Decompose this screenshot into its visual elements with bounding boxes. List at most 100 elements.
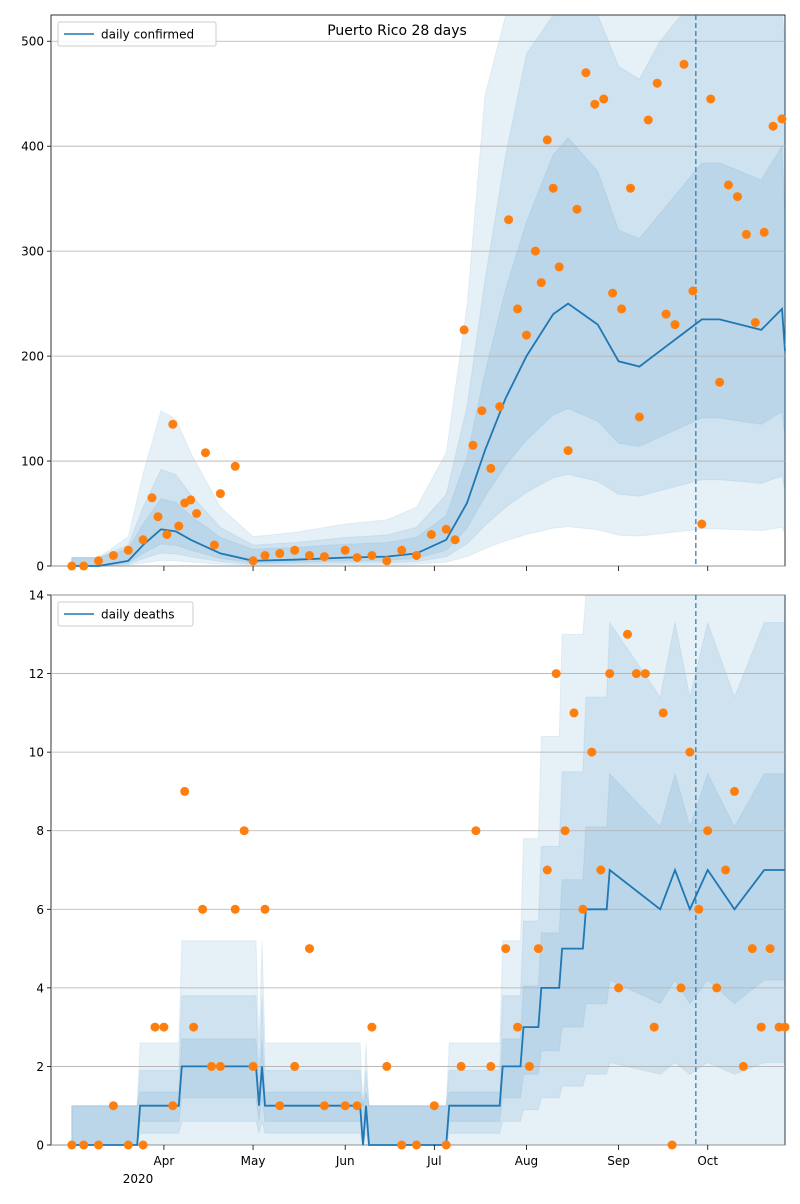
observed-point: [747, 944, 757, 954]
observed-point: [441, 1140, 451, 1150]
legend-label-deaths: daily deaths: [101, 608, 174, 622]
deaths-plot-area: [50, 594, 786, 1146]
observed-point: [617, 304, 627, 314]
observed-point: [260, 551, 270, 560]
observed-point: [554, 262, 564, 272]
observed-point: [456, 1061, 466, 1071]
deaths-y-axis: 0 2 4 6 8 10 12 14: [29, 589, 51, 1153]
series-line: [71, 302, 786, 567]
observed-point: [412, 551, 421, 560]
observed-point: [513, 1022, 523, 1032]
observed-point: [756, 1022, 766, 1032]
observed-point: [168, 1101, 178, 1111]
observed-point: [640, 669, 650, 679]
observed-point: [670, 320, 680, 330]
observed-point: [658, 708, 668, 718]
confirmed-legend: daily confirmed: [57, 21, 217, 47]
observed-point: [138, 1140, 148, 1150]
observed-point: [168, 419, 178, 429]
observed-point: [305, 944, 314, 954]
y-tick-label: 4: [36, 981, 44, 995]
y-tick-label: 0: [36, 560, 44, 574]
observed-point: [738, 1061, 748, 1071]
observed-point: [733, 192, 742, 202]
legend-label-confirmed: daily confirmed: [101, 28, 194, 42]
observed-point: [712, 983, 722, 993]
x-year-label: 2020: [123, 1172, 154, 1186]
deaths-x-axis: Apr May Jun Jul Aug Sep Oct: [154, 1145, 718, 1168]
observed-point: [153, 512, 163, 522]
confirmed-uncertainty-bands: [71, 14, 786, 567]
observed-point: [123, 545, 133, 555]
observed-point: [477, 406, 487, 416]
y-tick-label: 2: [36, 1060, 44, 1074]
observed-point: [649, 1022, 659, 1032]
observed-point: [429, 1101, 439, 1111]
observed-point: [207, 1061, 216, 1071]
observed-point: [643, 115, 653, 125]
observed-point: [765, 944, 775, 954]
observed-point: [426, 530, 436, 539]
y-tick-label: 0: [36, 1139, 44, 1153]
observed-point: [777, 114, 787, 124]
observed-point: [260, 904, 270, 914]
uncertainty-band: [71, 14, 786, 567]
confirmed-gridlines: [51, 40, 785, 567]
observed-point: [542, 865, 552, 875]
observed-point: [513, 304, 523, 314]
x-tick-label: Oct: [697, 1154, 718, 1168]
observed-point: [667, 1140, 677, 1150]
deaths-panel: 0 2 4 6 8 10 12 14 Apr May Jun Jul Aug Sep Oct daily …: [29, 589, 790, 1186]
y-tick-label: 12: [29, 667, 44, 681]
observed-point: [162, 530, 172, 539]
confirmed-plot-area: [50, 14, 786, 567]
uncertainty-band: [71, 620, 786, 1146]
observed-point: [563, 446, 573, 456]
observed-point: [548, 183, 558, 193]
observed-point: [768, 121, 778, 131]
observed-point: [596, 865, 606, 875]
observed-point: [209, 540, 219, 550]
observed-point: [715, 377, 725, 387]
uncertainty-band: [71, 771, 786, 1146]
y-tick-label: 300: [21, 245, 44, 259]
y-tick-label: 10: [29, 746, 44, 760]
observed-point: [67, 561, 77, 571]
observed-point: [123, 1140, 133, 1150]
observed-point: [275, 548, 285, 558]
observed-point: [605, 669, 615, 679]
x-tick-label: Sep: [607, 1154, 630, 1168]
observed-point: [397, 545, 407, 555]
y-tick-label: 14: [29, 589, 44, 603]
observed-point: [79, 1140, 89, 1150]
observed-point: [471, 826, 481, 836]
observed-point: [688, 286, 698, 296]
observed-point: [382, 556, 392, 566]
observed-point: [614, 983, 624, 993]
observed-point: [397, 1140, 407, 1150]
x-tick-label: May: [241, 1154, 266, 1168]
observed-point: [192, 509, 202, 518]
deaths-uncertainty-bands: [71, 594, 786, 1146]
observed-point: [215, 1061, 225, 1071]
observed-point: [536, 278, 546, 288]
observed-point: [741, 229, 751, 239]
observed-point: [319, 552, 329, 562]
y-tick-label: 200: [21, 350, 44, 364]
legend-box: [57, 601, 194, 627]
observed-point: [634, 412, 644, 422]
observed-point: [581, 68, 591, 78]
observed-point: [239, 826, 249, 836]
observed-point: [189, 1022, 199, 1032]
observed-point: [706, 94, 716, 104]
observed-point: [79, 561, 89, 571]
observed-point: [679, 59, 689, 69]
observed-point: [352, 553, 362, 563]
observed-point: [138, 535, 148, 545]
observed-point: [459, 325, 469, 335]
confirmed-marks: [67, 15, 787, 571]
observed-point: [352, 1101, 362, 1111]
observed-point: [248, 1061, 258, 1071]
observed-point: [186, 495, 196, 505]
